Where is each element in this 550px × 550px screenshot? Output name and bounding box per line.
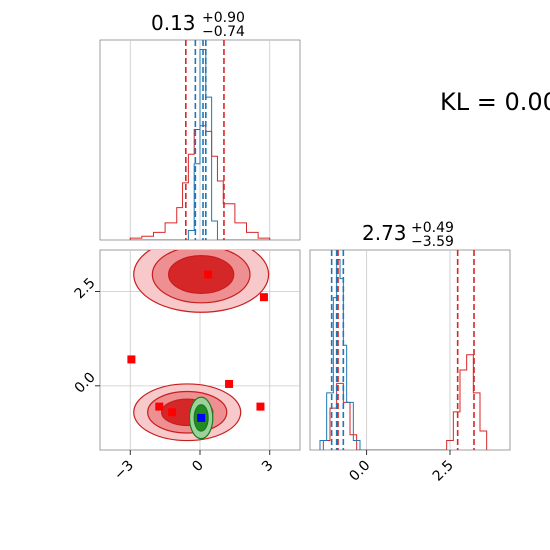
histogram-blue [130,49,270,240]
marker-red-square [259,293,268,302]
panel-bottom-right-title: 2.73 +0.49 −3.59 [362,220,454,250]
marker-red-square [225,379,234,388]
title-plus: +0.49 [411,220,454,236]
panel-bottom-right: 0.0 2.5 2.73 +0.49 −3.59 [309,220,511,485]
kl-annotation: KL = 0.00 [440,88,550,116]
panel-top-left-title: 0.13 +0.90 −0.74 [151,10,245,40]
marker-red-square [204,270,213,279]
marker-blue-square [197,413,206,422]
panel-top-left: 0.13 +0.90 −0.74 [99,10,301,241]
x-tick-label: 0 [189,458,207,476]
marker-red-square [256,402,265,411]
marker-red-square [127,355,136,364]
title-plus: +0.90 [202,10,245,26]
title-minus: −3.59 [411,234,454,250]
title-value: 0.13 [151,11,196,35]
histogram-blue [319,259,361,450]
x-tick-label: 0.0 [346,458,373,485]
x-tick-label: −3 [111,458,137,484]
marker-red-square [168,408,177,417]
panel-bottom-left: −3 0 3 0.0 2.5 [72,249,301,484]
x-tick-label: 3 [259,458,277,476]
title-minus: −0.74 [202,24,245,40]
title-value: 2.73 [362,221,407,245]
x-tick-label: 2.5 [430,458,457,485]
contour-level-red [168,255,235,294]
y-tick-label: 0.0 [72,369,99,396]
marker-red-square [155,402,164,411]
y-tick-label: 2.5 [72,275,99,302]
